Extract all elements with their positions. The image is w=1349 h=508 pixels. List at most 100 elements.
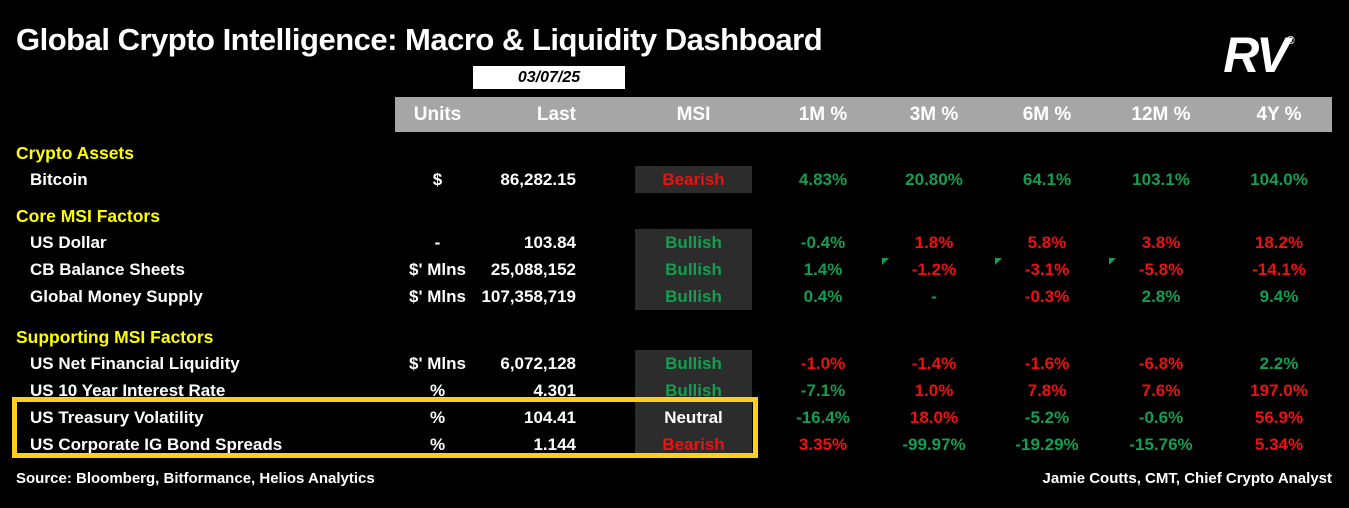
pct-4y-cell: 56.9% <box>1254 408 1304 427</box>
pct-6m-cell: 7.8% <box>1027 381 1067 400</box>
header-3m: 3M % <box>909 104 959 125</box>
pct-1m-cell: 0.4% <box>803 287 843 306</box>
pct-12m-cell: 3.8% <box>1141 233 1181 252</box>
msi-signal-cell: Bullish <box>635 256 752 283</box>
table-section: Crypto Assets Bitcoin $ 86,282.15 Bearis… <box>0 140 1349 193</box>
section-label: Core MSI Factors <box>16 206 160 226</box>
factor-name-cell: CB Balance Sheets <box>30 259 185 279</box>
pct-1m-cell: -7.1% <box>800 381 846 400</box>
header-1m: 1M % <box>798 104 848 125</box>
msi-signal-cell: Bearish <box>635 166 752 193</box>
msi-signal-cell: Bullish <box>635 350 752 377</box>
pct-12m-cell: -5.8% <box>1109 256 1211 283</box>
last-value-cell: 86,282.15 <box>500 169 576 189</box>
last-value-cell: 104.41 <box>524 407 576 427</box>
analyst-credit: Jamie Coutts, CMT, Chief Crypto Analyst <box>1042 470 1332 487</box>
pct-3m-cell: 1.8% <box>914 233 954 252</box>
table-section: Core MSI Factors US Dollar - 103.84 Bull… <box>0 203 1349 310</box>
pct-4y-cell: 104.0% <box>1250 170 1308 189</box>
section-label: Crypto Assets <box>16 143 134 163</box>
pct-12m-cell: -15.76% <box>1129 435 1193 454</box>
pct-6m-cell: 64.1% <box>1022 170 1072 189</box>
pct-6m-cell: -3.1% <box>995 256 1097 283</box>
msi-signal-cell: Neutral <box>635 404 752 431</box>
table-header-band <box>395 97 1332 132</box>
last-value-cell: 25,088,152 <box>490 259 576 279</box>
pct-3m-cell: 1.0% <box>914 381 954 400</box>
pct-6m-cell: -0.3% <box>1024 287 1070 306</box>
pct-1m-cell: 3.35% <box>798 435 848 454</box>
last-value-cell: 1.144 <box>533 434 576 454</box>
units-cell: % <box>429 407 446 427</box>
pct-4y-cell: 9.4% <box>1259 287 1299 306</box>
section-label: Supporting MSI Factors <box>16 327 214 347</box>
table-row: Global Money Supply $' Mlns 107,358,719 … <box>0 283 1349 310</box>
pct-12m-cell: -0.6% <box>1138 408 1184 427</box>
table-body: Crypto Assets Bitcoin $ 86,282.15 Bearis… <box>0 140 1349 458</box>
pct-6m-cell: -5.2% <box>1024 408 1070 427</box>
units-cell: % <box>429 434 446 454</box>
factor-name-cell: Global Money Supply <box>30 286 203 306</box>
factor-name-cell: US Corporate IG Bond Spreads <box>30 434 283 454</box>
source-note: Source: Bloomberg, Bitformance, Helios A… <box>16 470 375 487</box>
factor-name-cell: US Treasury Volatility <box>30 407 204 427</box>
pct-1m-cell: 4.83% <box>798 170 848 189</box>
units-cell: % <box>429 380 446 400</box>
units-cell: - <box>434 232 441 252</box>
pct-4y-cell: 2.2% <box>1259 354 1299 373</box>
date-badge: 03/07/25 <box>473 66 625 89</box>
table-section: Supporting MSI Factors US Net Financial … <box>0 324 1349 458</box>
green-corner-flag-icon <box>882 258 889 265</box>
units-cell: $ <box>432 169 443 189</box>
table-row: US Net Financial Liquidity $' Mlns 6,072… <box>0 350 1349 377</box>
table-row: US 10 Year Interest Rate % 4.301 Bullish… <box>0 377 1349 404</box>
pct-4y-cell: 18.2% <box>1254 233 1304 252</box>
msi-signal-cell: Bullish <box>635 283 752 310</box>
trademark-icon: ® <box>1286 35 1295 47</box>
pct-1m-cell: -0.4% <box>800 233 846 252</box>
pct-3m-cell: -1.4% <box>911 354 957 373</box>
table-row: US Dollar - 103.84 Bullish -0.4% 1.8% 5.… <box>0 229 1349 256</box>
units-cell: $' Mlns <box>409 353 466 373</box>
msi-signal-cell: Bullish <box>635 377 752 404</box>
units-cell: $' Mlns <box>409 286 466 306</box>
pct-6m-cell: -19.29% <box>1015 435 1079 454</box>
units-cell: $' Mlns <box>409 259 466 279</box>
header-12m: 12M % <box>1131 104 1191 125</box>
msi-signal-cell: Bearish <box>635 431 752 458</box>
pct-3m-cell: 20.80% <box>905 170 963 189</box>
header-4y: 4Y % <box>1256 104 1302 125</box>
factor-name-cell: Bitcoin <box>30 169 88 189</box>
pct-4y-cell: -14.1% <box>1252 260 1306 279</box>
pct-4y-cell: 5.34% <box>1254 435 1304 454</box>
pct-3m-cell: 18.0% <box>909 408 959 427</box>
pct-12m-cell: -6.8% <box>1138 354 1184 373</box>
pct-3m-cell: - <box>931 287 937 306</box>
msi-signal-cell: Bullish <box>635 229 752 256</box>
last-value-cell: 4.301 <box>533 380 576 400</box>
pct-12m-cell: 2.8% <box>1141 287 1181 306</box>
table-row: Bitcoin $ 86,282.15 Bearish 4.83% 20.80%… <box>0 166 1349 193</box>
last-value-cell: 6,072,128 <box>500 353 576 373</box>
table-row: US Treasury Volatility % 104.41 Neutral … <box>0 404 1349 431</box>
header-units: Units <box>413 103 462 125</box>
header-last: Last <box>536 103 576 125</box>
pct-12m-cell: 103.1% <box>1132 170 1190 189</box>
green-corner-flag-icon <box>1109 258 1116 265</box>
pct-1m-cell: -1.0% <box>800 354 846 373</box>
green-corner-flag-icon <box>995 258 1002 265</box>
rv-logo-text: RV <box>1223 27 1289 83</box>
header-6m: 6M % <box>1022 104 1072 125</box>
pct-12m-cell: 7.6% <box>1141 381 1181 400</box>
pct-3m-cell: -1.2% <box>882 256 984 283</box>
table-row: US Corporate IG Bond Spreads % 1.144 Bea… <box>0 431 1349 458</box>
pct-6m-cell: 5.8% <box>1027 233 1067 252</box>
table-header-row: Units Last MSI 1M % 3M % 6M % 12M % 4Y % <box>0 97 1349 132</box>
rv-logo: RV® <box>1204 8 1314 83</box>
factor-name-cell: US Dollar <box>30 232 107 252</box>
pct-1m-cell: 1.4% <box>803 260 843 279</box>
pct-6m-cell: -1.6% <box>1024 354 1070 373</box>
pct-4y-cell: 197.0% <box>1250 381 1308 400</box>
pct-3m-cell: -99.97% <box>902 435 966 454</box>
